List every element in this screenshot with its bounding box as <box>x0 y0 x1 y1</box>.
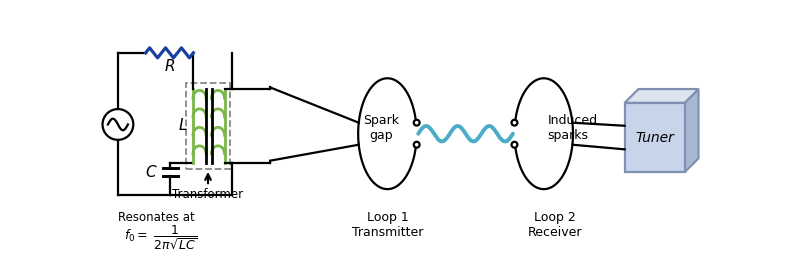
Text: R: R <box>164 59 175 74</box>
Text: Spark
gap: Spark gap <box>364 113 399 141</box>
Text: Transformer: Transformer <box>173 188 244 201</box>
Polygon shape <box>625 89 699 103</box>
Text: L: L <box>178 118 187 134</box>
Polygon shape <box>684 89 699 172</box>
Text: Tuner: Tuner <box>635 130 674 144</box>
Circle shape <box>512 142 517 148</box>
Text: Loop 2
Receiver: Loop 2 Receiver <box>528 211 583 239</box>
Polygon shape <box>625 103 684 172</box>
Circle shape <box>413 142 420 148</box>
Text: Loop 1
Transmitter: Loop 1 Transmitter <box>352 211 423 239</box>
Text: Resonates at: Resonates at <box>118 211 195 224</box>
Text: C: C <box>146 165 157 180</box>
Text: $f_0{=}\ \dfrac{1}{2\pi\sqrt{LC}}$: $f_0{=}\ \dfrac{1}{2\pi\sqrt{LC}}$ <box>124 224 198 252</box>
Text: Induced
sparks: Induced sparks <box>547 113 598 141</box>
Circle shape <box>512 120 517 126</box>
Circle shape <box>413 120 420 126</box>
